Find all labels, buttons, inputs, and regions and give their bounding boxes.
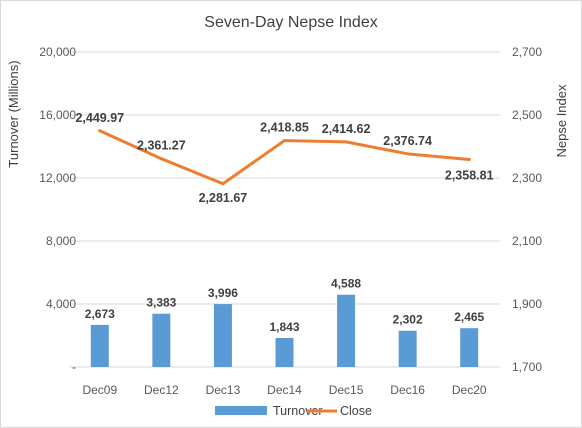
data-labels: 2,673 3,383 3,996 1,843 4,588 2,302 2,465 2,449… [75, 111, 493, 334]
close-value-label: 2,376.74 [383, 134, 432, 148]
x-tick-label: Dec09 [82, 383, 117, 397]
legend-close-label: Close [340, 404, 372, 418]
turnover-value-label: 2,673 [85, 307, 115, 321]
turnover-value-label: 2,465 [454, 310, 484, 324]
y2-tick-label: 2,300 [512, 171, 542, 185]
turnover-bar [275, 337, 294, 367]
x-tick-label: Dec20 [452, 383, 487, 397]
x-tick-label: Dec12 [144, 383, 179, 397]
y-tick-label: 12,000 [39, 171, 76, 185]
x-tick-label: Dec14 [267, 383, 302, 397]
legend-turnover-label: Turnover [273, 404, 323, 418]
close-value-label: 2,449.97 [75, 111, 124, 125]
turnover-bar [460, 328, 479, 367]
close-point [406, 152, 410, 156]
turnover-bar [90, 324, 109, 367]
turnover-bar [152, 313, 171, 367]
y-tick-label: 16,000 [39, 108, 76, 122]
turnover-bar [213, 304, 232, 367]
close-point [283, 139, 286, 143]
turnover-bars [90, 294, 479, 367]
chart-title: Seven-Day Nepse Index [204, 14, 377, 31]
close-value-label: 2,418.85 [260, 121, 309, 135]
y2-tick-label: 1,700 [512, 360, 542, 374]
y2-axis-title: Nepse Index [554, 84, 569, 157]
legend-turnover-swatch [215, 406, 267, 415]
close-value-label: 2,281.67 [199, 191, 248, 205]
y-tick-label: 20,000 [39, 45, 76, 59]
y-tick-label: 4,000 [46, 297, 76, 311]
turnover-value-label: 2,302 [393, 313, 423, 327]
close-value-label: 2,358.81 [445, 168, 494, 182]
turnover-value-label: 3,383 [146, 296, 176, 310]
y2-tick-label: 2,700 [512, 45, 542, 59]
legend: Turnover Close [215, 404, 372, 418]
y-tick-label: - [72, 360, 76, 374]
close-line [98, 129, 471, 186]
close-point [98, 129, 102, 133]
y2-tick-label: 2,500 [512, 108, 542, 122]
left-axis-ticks: - 4,000 8,000 12,000 16,000 20,000 [39, 45, 76, 374]
turnover-bar [398, 330, 417, 367]
x-tick-label: Dec16 [390, 383, 425, 397]
x-axis-ticks: Dec09 Dec12 Dec13 Dec14 Dec15 Dec16 Dec20 [82, 383, 486, 397]
y2-tick-label: 2,100 [512, 234, 542, 248]
turnover-bar [337, 294, 356, 367]
close-point [467, 157, 471, 161]
turnover-value-label: 3,996 [208, 286, 238, 300]
gridlines [69, 51, 500, 368]
close-value-label: 2,361.27 [137, 139, 186, 153]
y-tick-label: 8,000 [46, 234, 76, 248]
y-axis-title: Turnover (Millions) [6, 60, 21, 167]
turnover-value-label: 1,843 [269, 320, 299, 334]
y2-tick-label: 1,900 [512, 297, 542, 311]
close-point [344, 140, 348, 144]
close-value-label: 2,414.62 [322, 122, 371, 136]
close-point [159, 157, 163, 161]
close-point [221, 182, 225, 186]
x-tick-label: Dec13 [206, 383, 241, 397]
x-tick-label: Dec15 [329, 383, 364, 397]
right-axis-ticks: 1,700 1,900 2,100 2,300 2,500 2,700 [512, 45, 542, 374]
turnover-value-label: 4,588 [331, 277, 361, 291]
